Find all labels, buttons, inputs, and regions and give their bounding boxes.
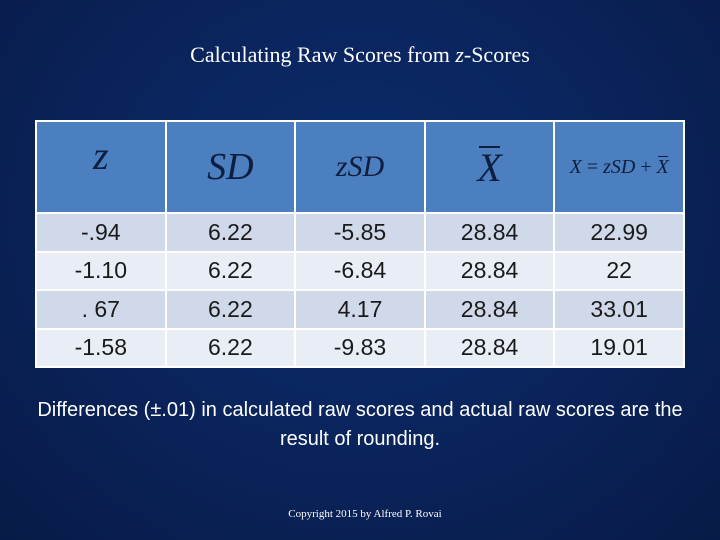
- cell-raw-score: 22: [555, 252, 683, 289]
- mean-symbol: X: [477, 144, 502, 190]
- cell-z: . 67: [37, 291, 165, 328]
- table-row: -.94 6.22 -5.85 28.84 22.99: [37, 214, 683, 251]
- title-suffix: -Scores: [463, 42, 530, 67]
- title-italic: z: [455, 42, 464, 67]
- formula-equals: =: [581, 155, 604, 178]
- formula-zsd: zSD: [603, 155, 636, 178]
- formula-plus: +: [635, 155, 657, 178]
- title-prefix: Calculating Raw Scores from: [190, 42, 456, 67]
- cell-zsd: -9.83: [296, 329, 424, 366]
- scores-table: z SD zSD X X = zSD + X -.94 6.22 -5.85 2…: [35, 120, 685, 368]
- copyright-notice: Copyright 2015 by Alfred P. Rovai: [288, 508, 442, 520]
- table-row: -1.10 6.22 -6.84 28.84 22: [37, 252, 683, 289]
- header-formula: X = zSD + X: [555, 122, 683, 212]
- header-z: z: [37, 122, 165, 212]
- cell-raw-score: 19.01: [555, 329, 683, 366]
- cell-z: -1.58: [37, 329, 165, 366]
- header-zsd: zSD: [296, 122, 424, 212]
- cell-sd: 6.22: [166, 329, 295, 366]
- header-sd: SD: [166, 122, 295, 212]
- cell-raw-score: 33.01: [555, 291, 683, 328]
- cell-mean: 28.84: [425, 214, 554, 251]
- header-mean: X: [425, 122, 554, 212]
- formula-mean: X: [656, 155, 669, 178]
- cell-zsd: 4.17: [296, 291, 424, 328]
- cell-mean: 28.84: [425, 252, 554, 289]
- cell-z: -.94: [37, 214, 165, 251]
- cell-z: -1.10: [37, 252, 165, 289]
- formula-x: X: [569, 155, 582, 178]
- scores-table-container: z SD zSD X X = zSD + X -.94 6.22 -5.85 2…: [35, 120, 685, 368]
- cell-raw-score: 22.99: [555, 214, 683, 251]
- header-row: z SD zSD X X = zSD + X: [37, 122, 683, 212]
- cell-mean: 28.84: [425, 291, 554, 328]
- cell-zsd: -6.84: [296, 252, 424, 289]
- cell-sd: 6.22: [166, 214, 295, 251]
- cell-zsd: -5.85: [296, 214, 424, 251]
- cell-mean: 28.84: [425, 329, 554, 366]
- cell-sd: 6.22: [166, 252, 295, 289]
- table-row: . 67 6.22 4.17 28.84 33.01: [37, 291, 683, 328]
- cell-sd: 6.22: [166, 291, 295, 328]
- slide-title: Calculating Raw Scores from z-Scores: [0, 42, 720, 68]
- table-row: -1.58 6.22 -9.83 28.84 19.01: [37, 329, 683, 366]
- rounding-footnote: Differences (±.01) in calculated raw sco…: [37, 399, 683, 450]
